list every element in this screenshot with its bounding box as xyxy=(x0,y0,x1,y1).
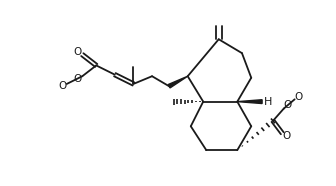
Text: O: O xyxy=(58,81,66,91)
Text: O: O xyxy=(284,100,292,110)
Text: O: O xyxy=(74,74,82,84)
Text: O: O xyxy=(282,131,290,141)
Polygon shape xyxy=(237,100,262,104)
Text: O: O xyxy=(294,92,303,102)
Polygon shape xyxy=(168,76,188,88)
Text: H: H xyxy=(264,97,272,107)
Text: O: O xyxy=(74,47,82,57)
